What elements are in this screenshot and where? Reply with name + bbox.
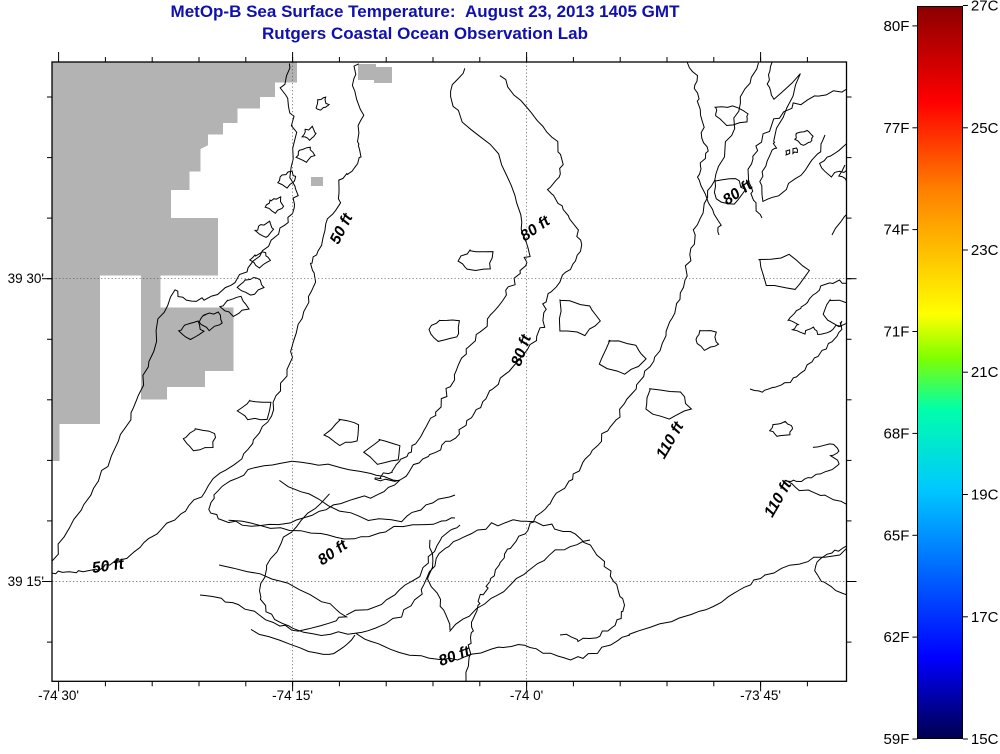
svg-text:71F: 71F (884, 324, 910, 341)
svg-text:21C: 21C (971, 364, 999, 381)
svg-text:74F: 74F (884, 222, 910, 239)
svg-text:19C: 19C (971, 487, 999, 504)
svg-text:62F: 62F (884, 629, 910, 646)
svg-text:68F: 68F (884, 425, 910, 442)
svg-text:59F: 59F (884, 731, 910, 748)
svg-text:65F: 65F (884, 527, 910, 544)
svg-text:25C: 25C (971, 120, 999, 137)
svg-text:80F: 80F (884, 18, 910, 35)
svg-text:17C: 17C (971, 609, 999, 626)
svg-text:15C: 15C (971, 731, 999, 748)
svg-text:27C: 27C (971, 0, 999, 15)
svg-text:23C: 23C (971, 242, 999, 259)
svg-text:77F: 77F (884, 120, 910, 137)
